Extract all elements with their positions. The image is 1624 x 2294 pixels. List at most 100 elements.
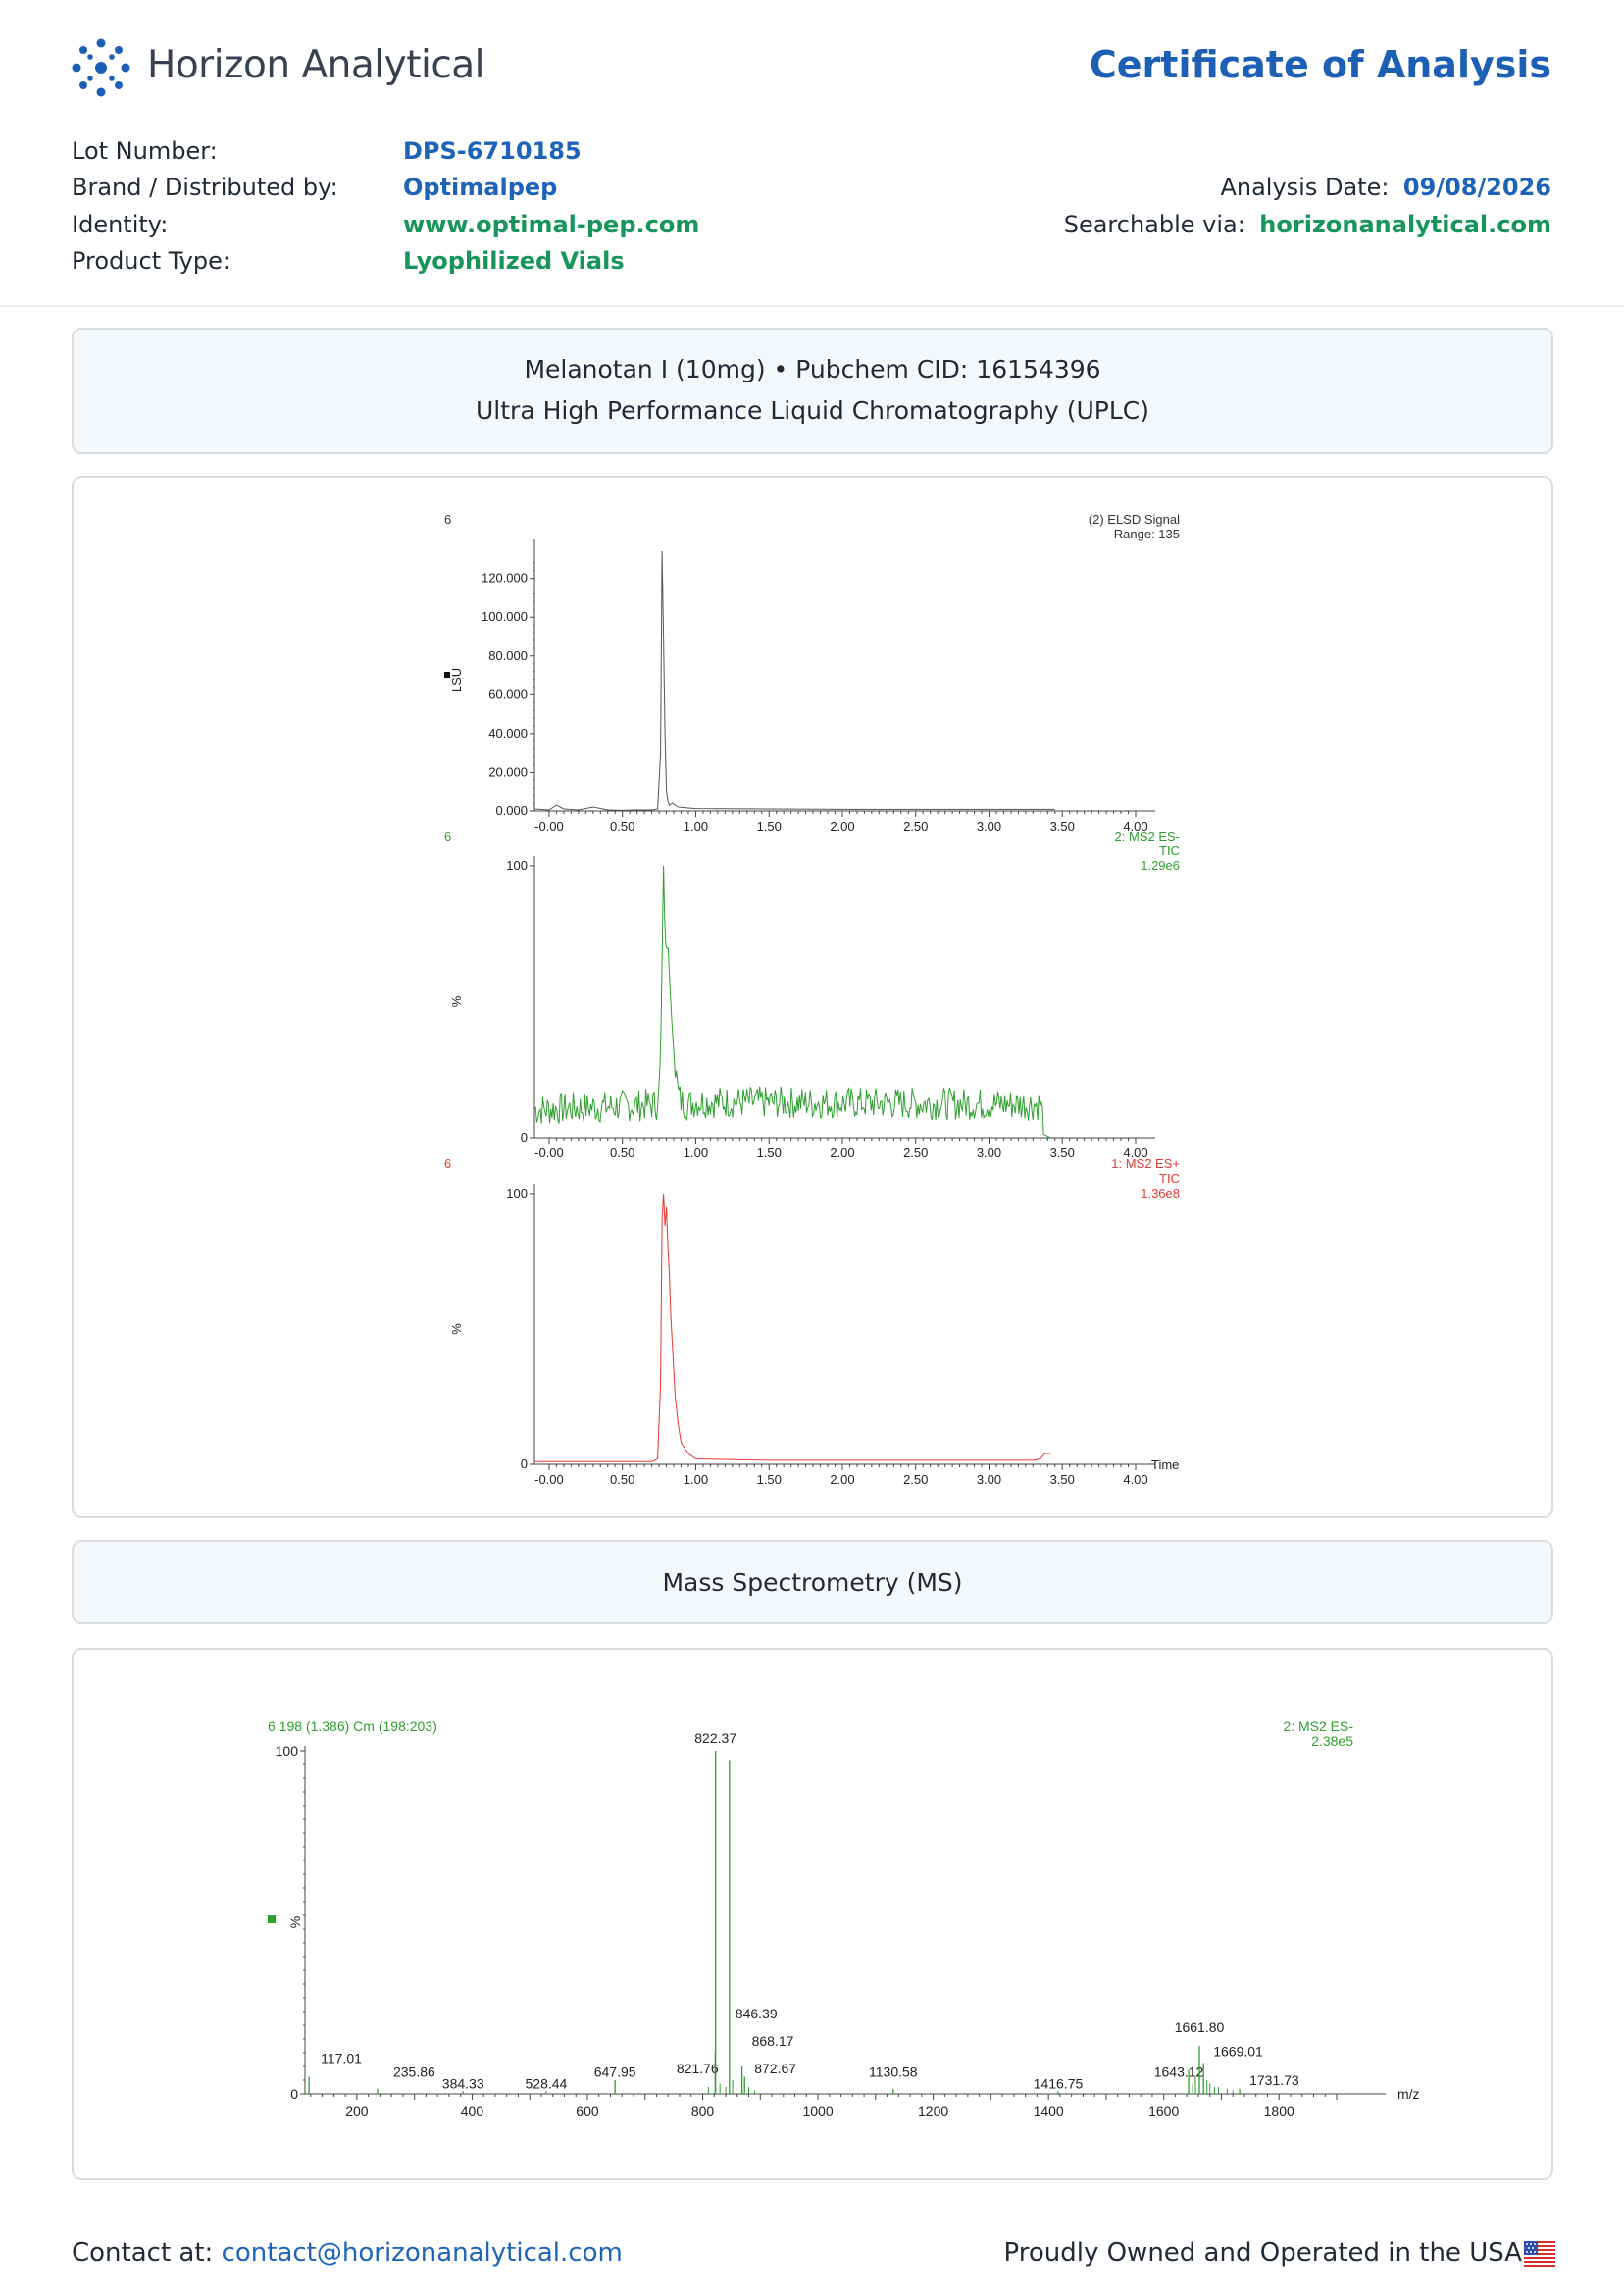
product-type-label: Product Type:: [72, 247, 230, 275]
x-tick-label: 1.00: [684, 1472, 708, 1487]
contact-line: Contact at: contact@horizonanalytical.co…: [72, 2238, 623, 2268]
trace-annotation: 1.29e6: [1141, 858, 1180, 873]
product-type-value: Lyophilized Vials: [403, 247, 625, 275]
x-tick-label: 1200: [918, 2103, 948, 2118]
x-tick-label: -0.00: [534, 1472, 564, 1487]
y-axis-label: %: [449, 995, 464, 1007]
y-tick-label: 0.000: [495, 803, 528, 818]
ms-chart-panel: [72, 1648, 1553, 2180]
x-tick-label: 0.50: [610, 1146, 634, 1160]
x-tick-label: 4.00: [1123, 1146, 1147, 1160]
legend-marker: [268, 1915, 276, 1923]
trace-annotation: 2: MS2 ES-: [1115, 829, 1180, 843]
x-tick-label: 1.00: [684, 1146, 708, 1160]
trace-annotation: TIC: [1159, 1171, 1180, 1186]
y-axis-label: %: [287, 1916, 303, 1928]
y-tick-label: 100.000: [482, 609, 528, 624]
x-tick-label: 2.00: [830, 819, 854, 834]
peak-label: 872.67: [754, 2061, 796, 2076]
brand-name: Horizon Analytical: [147, 43, 485, 87]
uplc-chromatograms: -0.00 0.50 1.00 1.50 2.00 2.50 3.00 3.50 4.00 0.0…: [444, 512, 1180, 1487]
brand-label: Brand / Distributed by:: [72, 174, 338, 201]
y-axis-label: LSU: [449, 668, 464, 692]
analysis-date-label: Analysis Date:: [1220, 174, 1390, 201]
y-tick-label: 100: [506, 1186, 528, 1200]
x-tick-label: 400: [461, 2103, 484, 2118]
peak-label: 647.95: [594, 2065, 636, 2080]
x-tick-label: 1.00: [684, 819, 708, 834]
made-in-usa: Proudly Owned and Operated in the USA: [1003, 2238, 1522, 2268]
trace-number: 6: [444, 1156, 451, 1171]
searchable-link[interactable]: horizonanalytical.com: [1259, 211, 1551, 238]
peak-label: 1643.12: [1154, 2065, 1204, 2080]
peak-label: 868.17: [752, 2033, 794, 2049]
x-tick-label: 2.50: [903, 1472, 928, 1487]
x-tick-label: 3.00: [977, 1472, 1001, 1487]
y-tick-label: 40.000: [488, 726, 528, 740]
method-line: Ultra High Performance Liquid Chromatogr…: [476, 396, 1149, 425]
molecule-logo-icon: [72, 38, 130, 97]
x-tick-label: 800: [691, 2103, 715, 2118]
y-tick-label: 0: [521, 1130, 528, 1145]
x-tick-label: 2.00: [830, 1472, 854, 1487]
trace-number: 6: [444, 512, 451, 527]
x-tick-label: 0.50: [610, 1472, 634, 1487]
trace-annotation: (2) ELSD Signal: [1089, 512, 1180, 527]
identity-link[interactable]: www.optimal-pep.com: [403, 211, 700, 238]
y-tick-label: 0: [290, 2086, 298, 2102]
contact-label: Contact at:: [72, 2238, 214, 2268]
page-title: Certificate of Analysis: [1089, 43, 1551, 86]
x-axis-label: m/z: [1397, 2086, 1420, 2102]
peak-label: 822.37: [694, 1730, 736, 1746]
y-axis-label: %: [449, 1323, 464, 1335]
x-tick-label: 0.50: [610, 819, 634, 834]
chromatogram-trace: [533, 865, 1051, 1139]
trace-annotation: 1: MS2 ES+: [1111, 1156, 1180, 1171]
x-tick-label: 4.00: [1123, 1472, 1147, 1487]
x-tick-label: 1600: [1148, 2103, 1179, 2118]
mass-spectrum: 200 400 600 800 1000 1200 1400 1600 1800 0 100% m/z…: [268, 1718, 1420, 2118]
y-tick-label: 120.000: [482, 571, 528, 586]
trace-number: 6: [444, 829, 451, 843]
peak-label: 528.44: [526, 2076, 568, 2092]
x-tick-label: 200: [345, 2103, 369, 2118]
x-tick-label: 1.50: [757, 1146, 782, 1160]
identity-label: Identity:: [72, 211, 169, 238]
peak-label: 235.86: [393, 2065, 435, 2080]
x-tick-label: 2.50: [903, 819, 928, 834]
searchable-via: Searchable via: horizonanalytical.com: [1064, 211, 1551, 238]
y-tick-label: 80.000: [488, 648, 528, 663]
x-tick-label: 1000: [802, 2103, 833, 2118]
x-axis-label: Time: [1151, 1457, 1179, 1472]
peak-label: 1669.01: [1213, 2044, 1263, 2060]
spectrum-annotation: 2.38e5: [1311, 1733, 1353, 1749]
uplc-chart-panel: [72, 476, 1553, 1518]
ms-title: Mass Spectrometry (MS): [662, 1568, 963, 1597]
x-tick-label: 3.00: [977, 1146, 1001, 1160]
x-tick-label: 3.50: [1050, 819, 1075, 834]
analysis-date-value: 09/08/2026: [1402, 174, 1551, 201]
x-tick-label: 3.50: [1050, 1146, 1075, 1160]
y-tick-label: 0: [521, 1456, 528, 1471]
peak-label: 1416.75: [1034, 2076, 1084, 2092]
trace-annotation: TIC: [1159, 843, 1180, 858]
x-tick-label: 3.00: [977, 819, 1001, 834]
lot-label: Lot Number:: [72, 137, 218, 165]
spectrum-title: 6 198 (1.386) Cm (198:203): [268, 1718, 437, 1734]
x-tick-label: 600: [576, 2103, 599, 2118]
contact-email-link[interactable]: contact@horizonanalytical.com: [221, 2238, 623, 2268]
analysis-date: Analysis Date: 09/08/2026: [1220, 174, 1551, 201]
compound-line: Melanotan I (10mg) • Pubchem CID: 161543…: [524, 355, 1101, 383]
brand-value: Optimalpep: [403, 174, 558, 201]
uplc-header-panel: Melanotan I (10mg) • Pubchem CID: 161543…: [72, 328, 1553, 454]
legend-marker: [444, 672, 450, 678]
x-tick-label: 4.00: [1123, 819, 1147, 834]
x-tick-label: 2.50: [903, 1146, 928, 1160]
chromatogram-trace: [534, 1193, 1051, 1462]
x-tick-label: 1400: [1034, 2103, 1064, 2118]
y-tick-label: 100: [276, 1743, 299, 1759]
x-tick-label: -0.00: [534, 1146, 564, 1160]
searchable-label: Searchable via:: [1063, 211, 1245, 238]
x-tick-label: 1.50: [757, 819, 782, 834]
y-tick-label: 60.000: [488, 687, 528, 701]
